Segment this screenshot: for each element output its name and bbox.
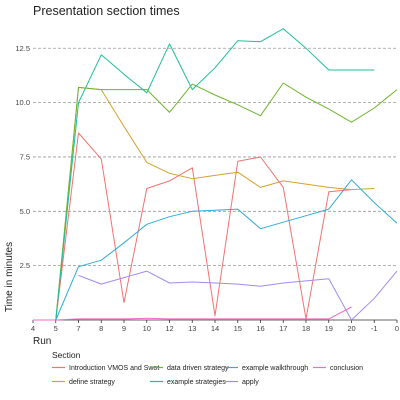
y-tick-label: 10.0	[15, 98, 30, 107]
x-tick-label: 10	[143, 324, 151, 333]
axes: 2.5 5.0 7.5 10.0 12.5 4 5 7 8 9 10 12 13 14 15 16 17 18 19…	[15, 44, 399, 333]
legend: Section Introduction VMOS and Swot data d…	[52, 350, 363, 386]
chart-title: Presentation section times	[33, 4, 180, 18]
x-tick-label: 13	[188, 324, 196, 333]
x-tick-label: 17	[279, 324, 287, 333]
y-tick-label: 12.5	[15, 44, 30, 53]
x-tick-label: 12	[165, 324, 173, 333]
y-tick-label: 5.0	[20, 207, 30, 216]
x-tick-label: 9	[122, 324, 126, 333]
series-line-introduction-vmos-and-swot	[33, 132, 352, 321]
series-lines	[33, 28, 398, 321]
legend-item-label: conclusion	[330, 365, 363, 372]
x-tick-label: 20	[347, 324, 355, 333]
legend-item-label: apply	[242, 379, 259, 386]
y-tick-label: 2.5	[20, 261, 30, 270]
x-tick-label: 14	[211, 324, 219, 333]
grid-lines	[33, 47, 397, 267]
legend-item-label: example walkthrough	[242, 365, 308, 372]
x-tick-label: 0	[395, 324, 399, 333]
series-line-example-walkthrough	[33, 179, 398, 321]
legend-item-label: data driven strategy	[167, 365, 229, 372]
x-tick-label: 19	[325, 324, 333, 333]
series-line-conclusion	[33, 306, 352, 321]
series-line-example-strategies	[33, 28, 375, 321]
y-axis-title: Time in minutes	[4, 242, 15, 312]
x-tick-label: -1	[371, 324, 378, 333]
x-tick-label: 4	[31, 324, 35, 333]
legend-item-label: Introduction VMOS and Swot	[69, 365, 159, 372]
series-line-data-driven-strategy	[33, 82, 398, 321]
series-line-define-strategy	[33, 86, 375, 321]
legend-item-label: define strategy	[69, 379, 115, 386]
series-line-apply	[78, 270, 398, 321]
x-tick-label: 15	[234, 324, 242, 333]
x-tick-label: 8	[99, 324, 103, 333]
x-tick-label: 7	[76, 324, 80, 333]
x-tick-label: 5	[54, 324, 58, 333]
y-tick-label: 7.5	[20, 152, 30, 161]
x-axis-title: Run	[33, 336, 51, 347]
legend-item-label: example strategies	[167, 379, 226, 386]
legend-title: Section	[52, 350, 81, 360]
x-tick-label: 16	[256, 324, 264, 333]
x-tick-label: 18	[302, 324, 310, 333]
